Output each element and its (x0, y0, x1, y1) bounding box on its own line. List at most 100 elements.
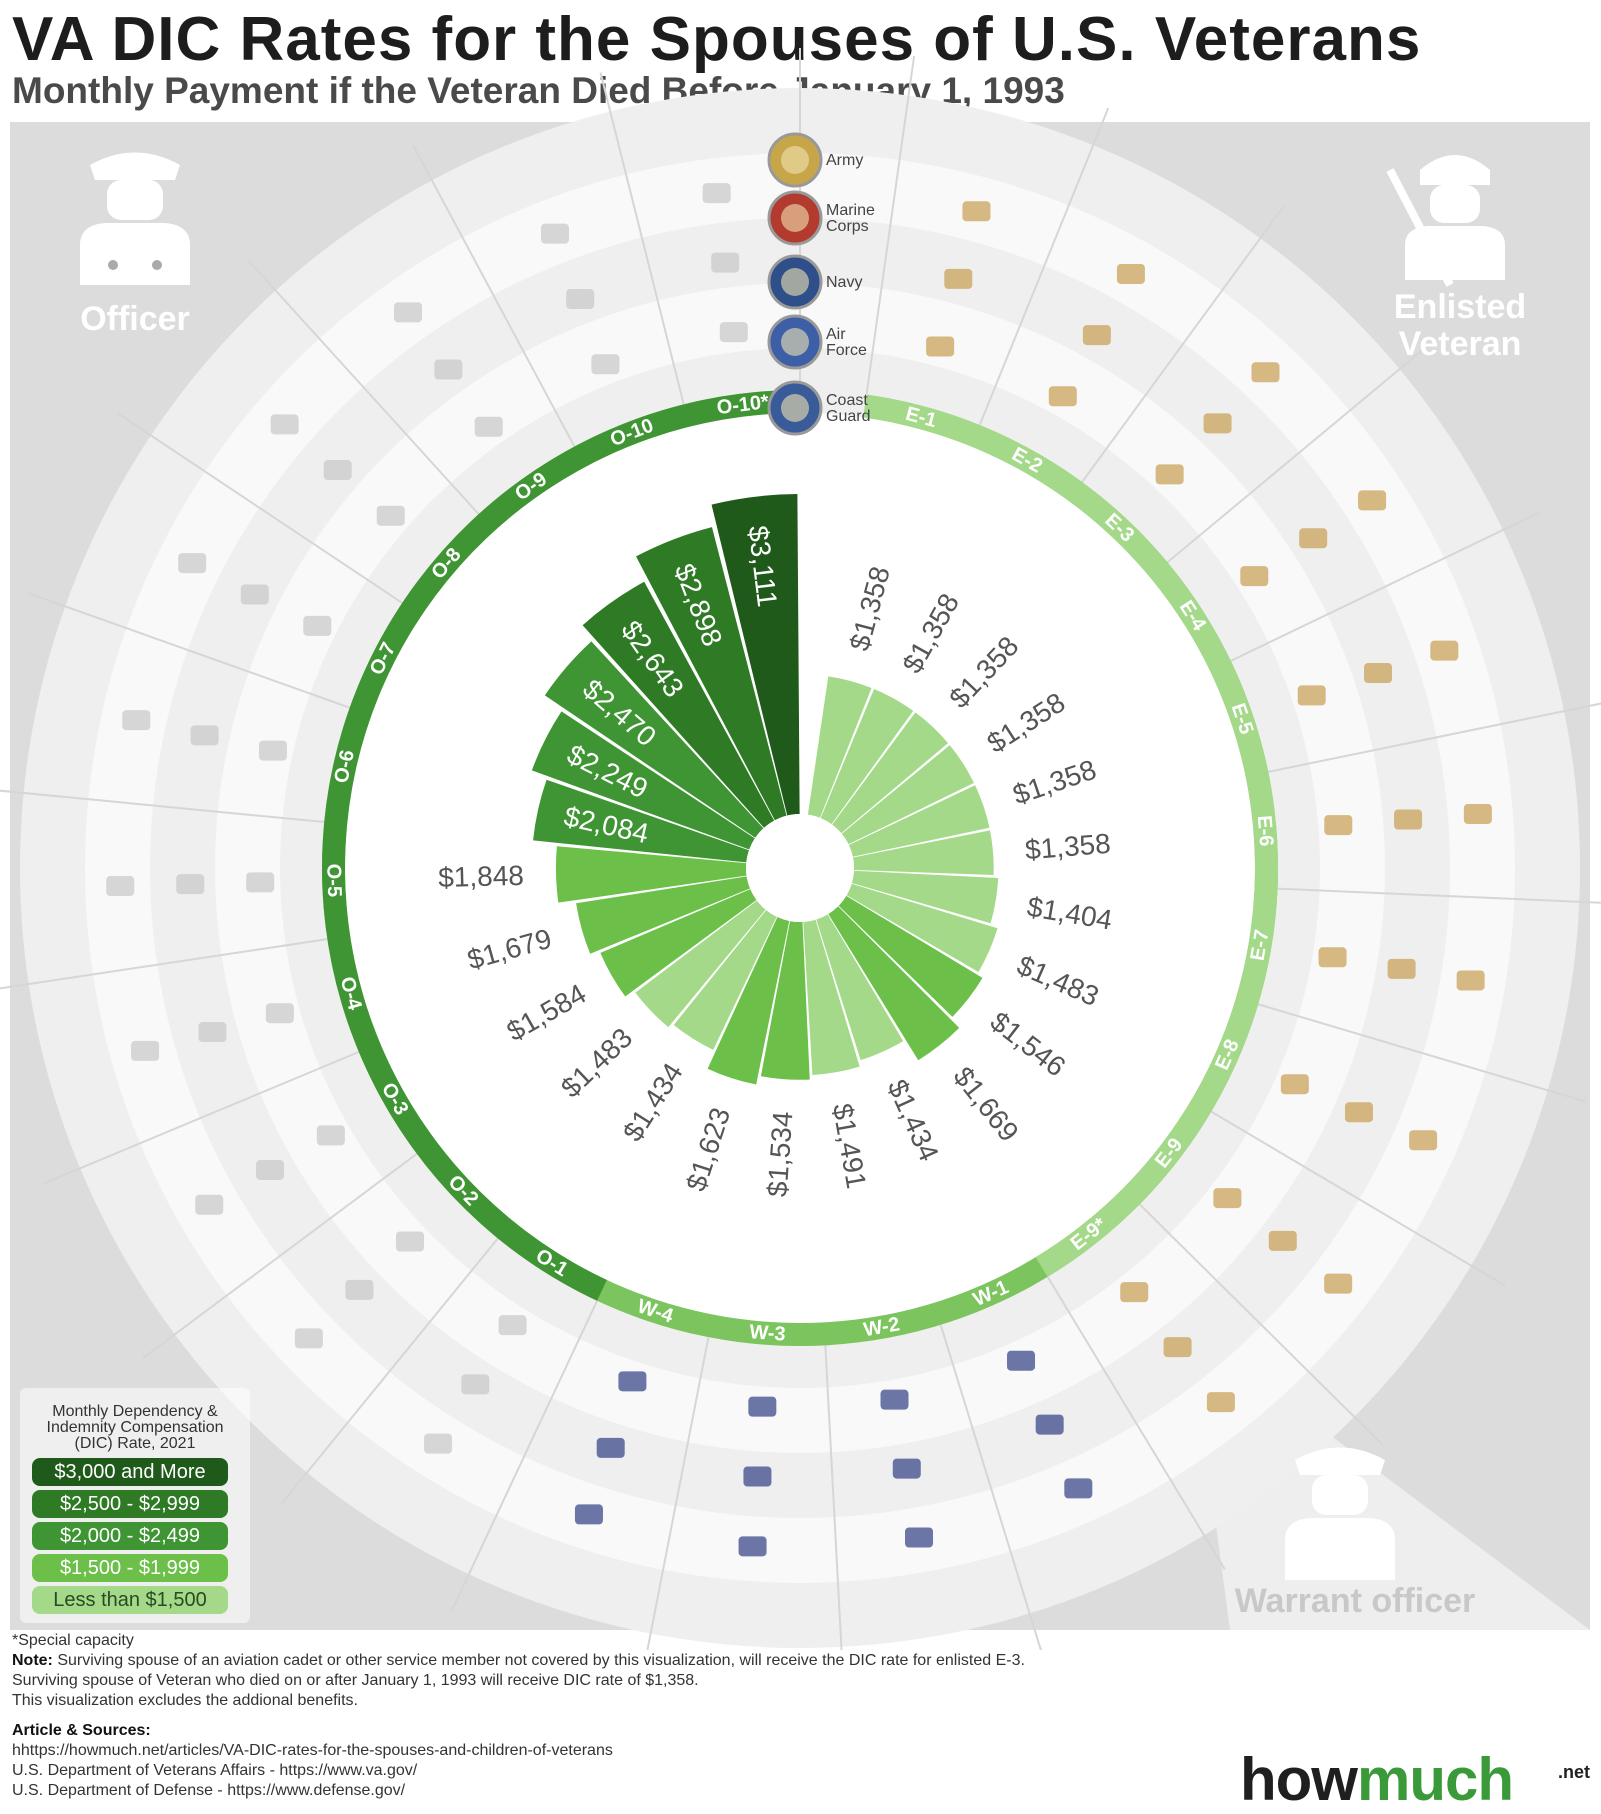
bar-o-4 (576, 876, 751, 954)
branch-name: Air (826, 326, 846, 343)
insignia-icon (574, 1504, 603, 1525)
insignia-icon (1324, 815, 1353, 836)
insignia-icon (258, 740, 287, 761)
insignia-icon (1240, 566, 1269, 587)
insignia-icon (294, 1328, 323, 1349)
sector-divider (117, 412, 403, 604)
footnote-note-2: Surviving spouse of Veteran who died on … (12, 1672, 699, 1689)
sector-divider (1268, 702, 1601, 773)
legend-label: $2,500 - $2,999 (60, 1493, 200, 1515)
insignia-icon (498, 1315, 527, 1336)
insignia-icon (176, 874, 205, 895)
insignia-icon (748, 1396, 777, 1417)
bar-o-5 (555, 846, 747, 903)
footnote-note-1: Note: Surviving spouse of an aviation ca… (12, 1652, 1025, 1670)
sector-divider (824, 1345, 843, 1650)
note-text-1: Surviving spouse of an aviation cadet or… (52, 1652, 1025, 1669)
insignia-icon (880, 1389, 909, 1410)
bar-e-9-special (828, 906, 960, 1061)
insignia-icon (1120, 1282, 1149, 1303)
bar-e-9 (838, 895, 983, 1017)
insignia-icon (1463, 803, 1492, 824)
legend: Monthly Dependency &Indemnity Compensati… (20, 1388, 250, 1623)
brand-how: how (1240, 1746, 1358, 1813)
bar-e-4 (841, 745, 974, 845)
page-title: VA DIC Rates for the Spouses of U.S. Vet… (12, 5, 1422, 74)
sector-divider (27, 591, 351, 709)
value-label: $1,534 (762, 1110, 799, 1198)
insignia-icon (738, 1536, 767, 1557)
insignia-icon (461, 1374, 490, 1395)
bar-o-7 (531, 711, 755, 850)
insignia-icon (434, 359, 463, 380)
insignia-icon (1007, 1350, 1036, 1371)
branch-name: Corps (826, 218, 869, 235)
bar-o-10 (636, 527, 787, 821)
insignia-icon (540, 223, 569, 244)
bar-e-6 (852, 830, 994, 876)
insignia-icon (394, 302, 423, 323)
sector-divider (646, 1336, 710, 1650)
insignia-icon (106, 876, 135, 897)
sources-label: Article & Sources: (12, 1722, 151, 1740)
insignia-icon (566, 288, 595, 309)
sector-divider (0, 789, 325, 824)
group-label-officer: Officer (80, 300, 190, 338)
chart-bars (531, 494, 999, 1085)
insignia-icon (1358, 490, 1387, 511)
insignia-icon (1163, 1337, 1192, 1358)
bar-e-1 (807, 676, 872, 818)
brand-net: .net (1558, 1762, 1591, 1782)
source-link-3[interactable]: U.S. Department of Defense - https://www… (12, 1782, 406, 1799)
legend-swatch (32, 1554, 228, 1582)
branch-name: Marine (826, 202, 875, 219)
category-label: W-3 (749, 1321, 787, 1345)
bar-o-6 (533, 779, 750, 863)
sector-divider (1257, 1003, 1587, 1103)
brand-much: much (1356, 1746, 1514, 1813)
insignia-icon (1064, 1478, 1093, 1499)
bar-e-3 (832, 712, 949, 834)
value-label: $1,848 (438, 860, 524, 893)
sector-divider (1230, 511, 1540, 662)
source-link-1[interactable]: hhttps://howmuch.net/articles/VA-DIC-rat… (12, 1742, 613, 1759)
group-label-enlisted-1: Enlisted (1394, 288, 1526, 326)
bar-e-2 (820, 689, 914, 825)
sector-divider (978, 107, 1110, 426)
insignia-icon (122, 710, 151, 731)
insignia-icon (474, 416, 503, 437)
insignia-icon (702, 183, 731, 204)
bar-o-1 (673, 910, 777, 1050)
insignia-icon (1082, 325, 1111, 346)
bar-o-8 (544, 641, 764, 838)
sector-divider (1210, 1110, 1507, 1287)
insignia-icon (246, 872, 275, 893)
insignia-icon (1409, 1130, 1438, 1151)
bar-w-1 (816, 914, 904, 1061)
insignia-icon (198, 1022, 227, 1043)
insignia-icon (1318, 947, 1347, 968)
branch-name: Navy (826, 274, 862, 291)
insignia-icon (1268, 1230, 1297, 1251)
insignia-icon (424, 1433, 453, 1454)
bar-e-5 (848, 785, 990, 857)
insignia-icon (240, 584, 269, 605)
category-label: E-7 (1247, 928, 1274, 962)
sector-divider (248, 260, 480, 515)
bar-o-9 (582, 581, 775, 828)
sector-divider (865, 55, 916, 395)
bar-w-2 (803, 919, 860, 1075)
branch-seal-army: Army (767, 132, 863, 188)
sector-dividers (0, 48, 1601, 1650)
source-link-2[interactable]: U.S. Department of Veterans Affairs - ht… (12, 1762, 418, 1779)
category-label: O-5 (322, 863, 345, 897)
insignia-icon (1456, 970, 1485, 991)
bar-o-3 (600, 889, 757, 997)
legend-swatch (32, 1522, 228, 1550)
insignia-icon (323, 460, 352, 481)
insignia-icon (591, 354, 620, 375)
group-label-warrant: Warrant officer (1235, 1582, 1476, 1620)
